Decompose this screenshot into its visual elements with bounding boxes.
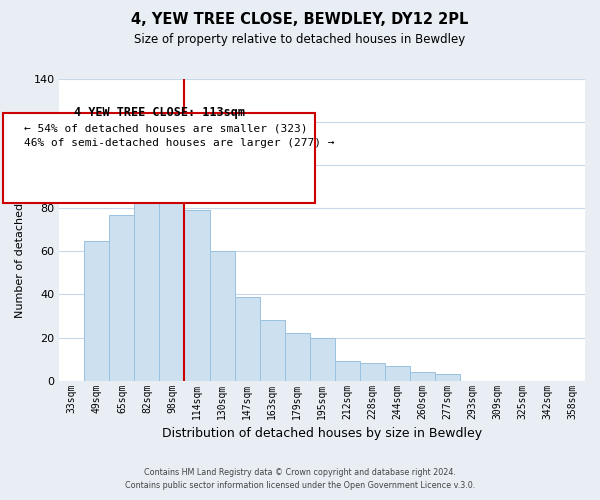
Text: Size of property relative to detached houses in Bewdley: Size of property relative to detached ho…: [134, 32, 466, 46]
X-axis label: Distribution of detached houses by size in Bewdley: Distribution of detached houses by size …: [162, 427, 482, 440]
Y-axis label: Number of detached properties: Number of detached properties: [15, 142, 25, 318]
Bar: [184, 210, 209, 380]
Text: 46% of semi-detached houses are larger (277) →: 46% of semi-detached houses are larger (…: [24, 138, 335, 147]
Text: ← 54% of detached houses are smaller (323): ← 54% of detached houses are smaller (32…: [24, 124, 308, 134]
Text: Contains public sector information licensed under the Open Government Licence v.: Contains public sector information licen…: [125, 482, 475, 490]
Bar: [435, 374, 460, 380]
Bar: [260, 320, 284, 380]
Bar: [385, 366, 410, 380]
Bar: [310, 338, 335, 380]
Text: 4, YEW TREE CLOSE, BEWDLEY, DY12 2PL: 4, YEW TREE CLOSE, BEWDLEY, DY12 2PL: [131, 12, 469, 28]
Bar: [284, 333, 310, 380]
Bar: [235, 296, 260, 380]
Bar: [160, 191, 184, 380]
Bar: [335, 361, 360, 380]
Bar: [410, 372, 435, 380]
Bar: [360, 364, 385, 380]
Bar: [209, 252, 235, 380]
Bar: [85, 240, 109, 380]
Bar: [109, 214, 134, 380]
Text: Contains HM Land Registry data © Crown copyright and database right 2024.: Contains HM Land Registry data © Crown c…: [144, 468, 456, 477]
Text: 4 YEW TREE CLOSE: 113sqm: 4 YEW TREE CLOSE: 113sqm: [74, 106, 245, 119]
Bar: [134, 158, 160, 380]
